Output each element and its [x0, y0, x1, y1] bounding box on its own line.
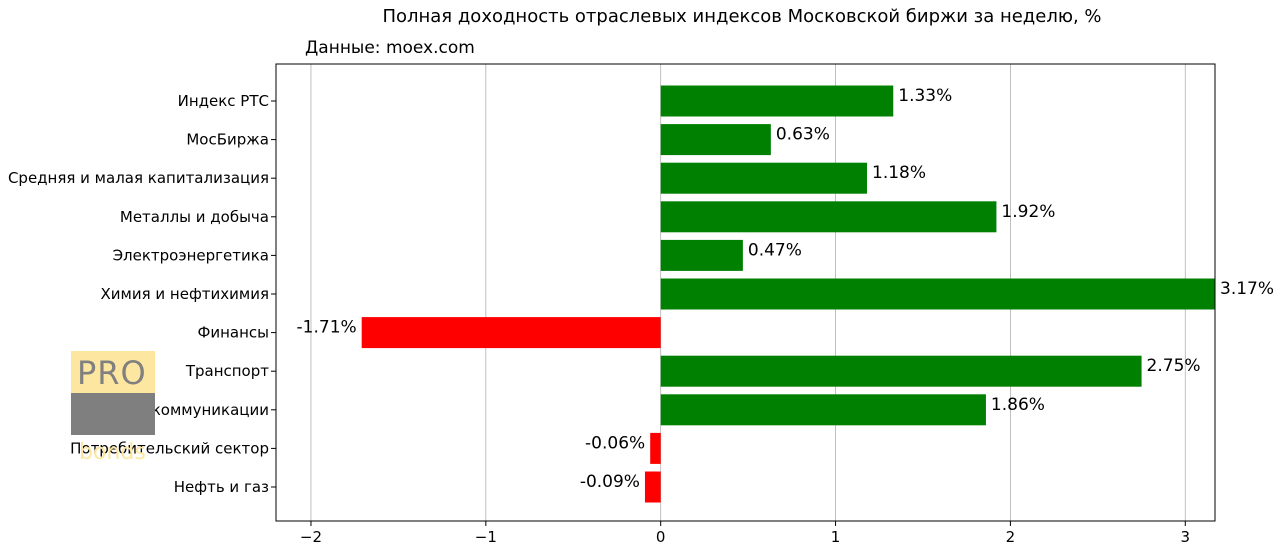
x-axis: −2 −1 0 1 2 3	[300, 521, 1190, 546]
x-tick-label: −1	[475, 528, 497, 546]
category-label: Средняя и малая капитализация	[8, 169, 269, 187]
data-label: 0.63%	[776, 125, 830, 145]
chart-title: Полная доходность отраслевых индексов Мо…	[382, 6, 1101, 27]
data-label: 1.86%	[991, 395, 1045, 415]
category-label: МосБиржа	[186, 131, 269, 149]
bar	[361, 317, 661, 349]
category-label: Потребительский сектор	[70, 439, 269, 457]
data-label: 2.75%	[1147, 356, 1201, 376]
data-label: -1.71%	[297, 318, 357, 338]
logo-bottom-panel: bonds	[71, 393, 155, 465]
category-label: Транспорт	[185, 362, 269, 380]
y-axis: Индекс РТС МосБиржа Средняя и малая капита…	[8, 92, 276, 496]
category-label: Индекс РТС	[178, 92, 269, 110]
x-tick-label: 2	[1006, 528, 1016, 546]
chart-subtitle: Данные: moex.com	[305, 38, 475, 58]
data-label: 3.17%	[1220, 279, 1274, 299]
bar	[644, 471, 661, 503]
bar	[650, 432, 661, 464]
bar	[660, 278, 1215, 310]
category-label: Металлы и добыча	[120, 208, 269, 226]
x-tick-label: 1	[831, 528, 841, 546]
data-label: 0.47%	[748, 240, 802, 260]
category-label: Нефть и газ	[174, 478, 269, 496]
probonds-logo: PRO bonds	[71, 351, 155, 465]
bars	[361, 85, 1215, 503]
logo-text-pro: PRO	[77, 354, 147, 392]
data-label: 1.33%	[898, 86, 952, 106]
x-tick-label: 3	[1181, 528, 1191, 546]
logo-top-panel: PRO	[71, 351, 155, 393]
bar	[660, 162, 868, 194]
bar	[660, 239, 743, 271]
category-label: Электроэнергетика	[113, 246, 269, 264]
data-label: 1.18%	[872, 163, 926, 183]
bar	[660, 85, 894, 117]
bar	[660, 201, 997, 233]
logo-text-bonds: bonds	[79, 440, 146, 465]
plot-frame	[275, 63, 1216, 522]
data-labels: 1.33% 0.63% 1.18% 1.92% 0.47% 3.17% -1.71% 2.75…	[297, 86, 1274, 492]
x-tick-label: −2	[300, 528, 322, 546]
data-label: -0.06%	[585, 433, 645, 453]
bar	[660, 124, 771, 156]
data-label: 1.92%	[1001, 202, 1055, 222]
category-label: Химия и нефтихимия	[101, 285, 269, 303]
x-tick-label: 0	[656, 528, 666, 546]
bar	[660, 355, 1142, 387]
bar	[660, 394, 986, 426]
data-label: -0.09%	[580, 472, 640, 492]
category-label: Финансы	[197, 324, 269, 342]
